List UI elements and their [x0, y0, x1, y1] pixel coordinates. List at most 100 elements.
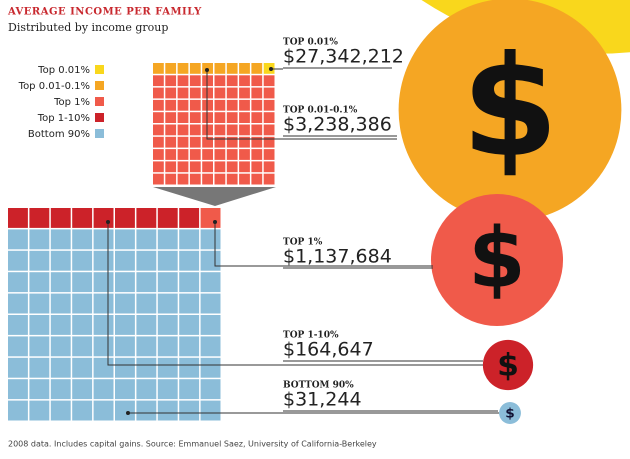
legend-swatch [95, 97, 104, 106]
waffle-cell [29, 272, 50, 293]
waffle-cell [93, 336, 114, 357]
waffle-cell [179, 379, 200, 400]
waffle-cell [29, 229, 50, 250]
leader-dot [106, 220, 110, 224]
waffle-cell [157, 315, 178, 335]
waffle-cell [251, 161, 263, 173]
waffle-cell [165, 75, 177, 87]
waffle-cell [29, 336, 50, 357]
waffle-cell [177, 75, 189, 87]
waffle-cell [214, 87, 226, 99]
waffle-cell [189, 112, 201, 123]
waffle-cell [263, 112, 275, 123]
waffle-cell [239, 75, 250, 87]
waffle-cell [189, 75, 201, 87]
waffle-cell [115, 315, 135, 335]
waffle-cell [136, 315, 157, 335]
waffle-cell [50, 272, 71, 293]
leader-line [206, 70, 397, 140]
waffle-cell [202, 112, 213, 123]
waffle-cell [93, 379, 114, 400]
waffle-cell [226, 99, 238, 111]
waffle-cell [177, 99, 189, 111]
waffle-cell [8, 357, 28, 378]
waffle-cell [157, 293, 178, 314]
legend-swatch [95, 65, 104, 74]
waffle-cell [29, 315, 50, 335]
legend-label: Top 0.01-0.1% [18, 81, 90, 92]
waffle-cell [157, 229, 178, 250]
group-label: Top 0.01-0.1% [283, 106, 358, 116]
waffle-cell [115, 336, 135, 357]
waffle-cell [165, 87, 177, 99]
waffle-cell [72, 315, 93, 335]
waffle-cell [115, 250, 135, 271]
waffle-cell [251, 136, 263, 148]
waffle-cell [179, 293, 200, 314]
waffle-cell [202, 87, 213, 99]
waffle-cell [153, 161, 164, 173]
waffle-cell [177, 161, 189, 173]
waffle-cell [8, 208, 28, 228]
waffle-cell [93, 357, 114, 378]
waffle-cell [93, 272, 114, 293]
group-label: Bottom 90% [283, 381, 354, 391]
waffle-cell [165, 173, 177, 185]
waffle-cell [189, 99, 201, 111]
waffle-cell [202, 99, 213, 111]
waffle-cell [165, 99, 177, 111]
waffle-cell [72, 272, 93, 293]
waffle-cell [239, 149, 250, 160]
waffle-cell [177, 124, 189, 136]
group-label: Top 0.01% [283, 38, 338, 48]
waffle-cell [251, 87, 263, 99]
waffle-cell [136, 250, 157, 271]
waffle-cell [72, 357, 93, 378]
waffle-cell [165, 124, 177, 136]
waffle-cell [263, 124, 275, 136]
waffle-cell [136, 357, 157, 378]
waffle-cell [72, 379, 93, 400]
waffle-cell [179, 315, 200, 335]
waffle-cell [115, 357, 135, 378]
value-label: $31,244 [283, 389, 362, 411]
waffle-cell [226, 124, 238, 136]
waffle-cell [226, 136, 238, 148]
waffle-cell [189, 136, 201, 148]
waffle-cell [72, 208, 93, 228]
waffle-cell [29, 357, 50, 378]
waffle-cell [72, 336, 93, 357]
waffle-cell [153, 149, 164, 160]
waffle-cell [93, 250, 114, 271]
waffle-cell [153, 87, 164, 99]
waffle-cell [200, 336, 221, 357]
waffle-cell [165, 136, 177, 148]
waffle-cell [29, 379, 50, 400]
leader-line [107, 222, 483, 366]
waffle-cell [263, 136, 275, 148]
waffle-cell [239, 63, 250, 74]
waffle-cell [239, 99, 250, 111]
waffle-cell [165, 112, 177, 123]
waffle-cell [202, 124, 213, 136]
waffle-cell [200, 293, 221, 314]
waffle-cell [251, 99, 263, 111]
waffle-cell [50, 336, 71, 357]
value-label: $3,238,386 [283, 114, 392, 136]
waffle-cell [239, 136, 250, 148]
legend-label: Top 1% [53, 97, 90, 108]
waffle-cell [239, 87, 250, 99]
waffle-cell [202, 75, 213, 87]
chart-subtitle: Distributed by income group [8, 21, 168, 34]
waffle-cell [153, 112, 164, 123]
leader-dot [269, 67, 273, 71]
waffle-cell [251, 112, 263, 123]
waffle-cell [214, 99, 226, 111]
waffle-cell [153, 173, 164, 185]
waffle-cell [72, 229, 93, 250]
waffle-cell [251, 149, 263, 160]
bubble-symbol: $ [462, 26, 559, 188]
waffle-cell [8, 250, 28, 271]
waffle-cell [72, 293, 93, 314]
